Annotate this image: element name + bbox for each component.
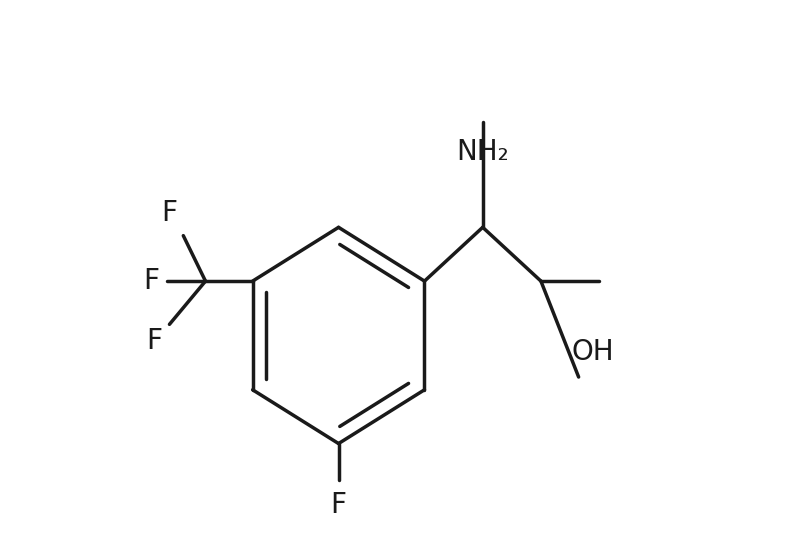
Text: F: F: [143, 267, 159, 295]
Text: F: F: [147, 327, 162, 355]
Text: F: F: [162, 199, 177, 227]
Text: F: F: [330, 491, 347, 519]
Text: NH₂: NH₂: [456, 138, 509, 166]
Text: OH: OH: [571, 338, 614, 366]
